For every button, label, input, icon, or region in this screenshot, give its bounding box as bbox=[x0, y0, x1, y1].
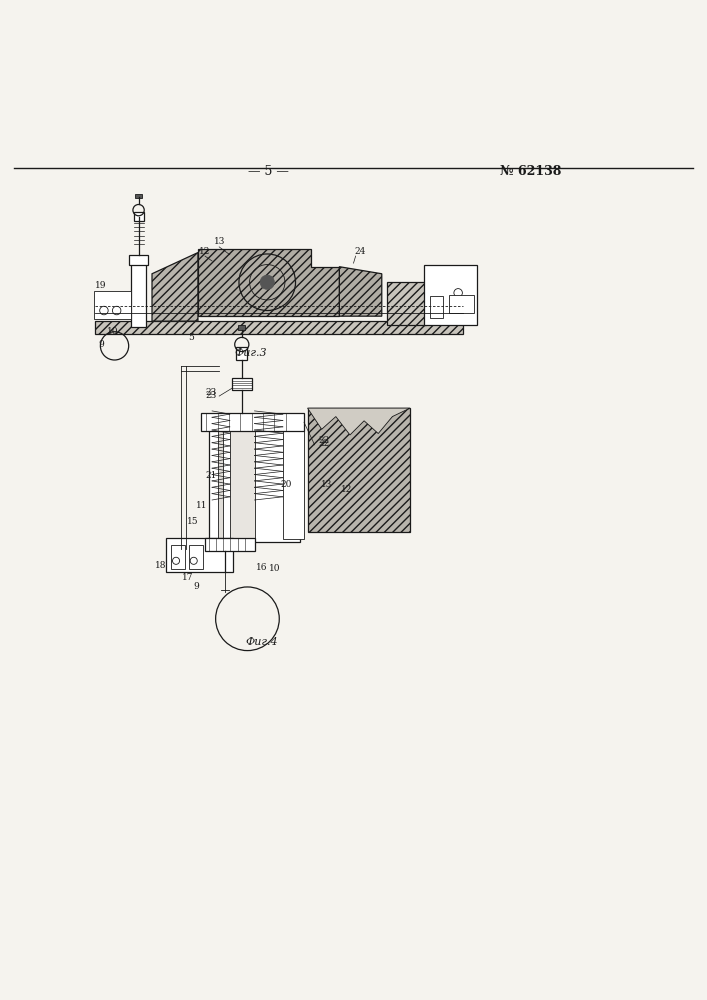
Circle shape bbox=[260, 275, 274, 289]
Bar bbox=[129, 255, 148, 265]
Text: 12: 12 bbox=[199, 247, 211, 256]
Bar bbox=[238, 325, 245, 330]
Bar bbox=[230, 422, 255, 539]
Text: 5: 5 bbox=[188, 333, 194, 342]
Text: Фиг.3: Фиг.3 bbox=[235, 348, 267, 358]
Text: 10: 10 bbox=[107, 327, 119, 336]
Text: 23: 23 bbox=[205, 388, 216, 397]
Text: 9: 9 bbox=[194, 582, 199, 591]
Bar bbox=[201, 413, 304, 431]
Text: 20: 20 bbox=[280, 480, 291, 489]
Text: Фиг.4: Фиг.4 bbox=[245, 637, 278, 647]
Text: 16: 16 bbox=[256, 563, 267, 572]
Bar bbox=[209, 422, 300, 542]
Polygon shape bbox=[95, 321, 463, 334]
Text: 18: 18 bbox=[156, 561, 167, 570]
Polygon shape bbox=[308, 408, 410, 435]
Polygon shape bbox=[152, 253, 198, 321]
Bar bbox=[236, 347, 247, 360]
Bar bbox=[135, 194, 142, 198]
Text: 22: 22 bbox=[318, 436, 329, 445]
Text: № 62138: № 62138 bbox=[500, 165, 561, 178]
Bar bbox=[189, 545, 203, 569]
Bar bbox=[94, 291, 131, 319]
Bar bbox=[232, 378, 252, 390]
Bar bbox=[387, 282, 426, 325]
Text: 22: 22 bbox=[318, 439, 329, 448]
Text: 15: 15 bbox=[187, 517, 198, 526]
Text: 12: 12 bbox=[341, 485, 352, 494]
Bar bbox=[218, 429, 223, 542]
Text: 17: 17 bbox=[182, 573, 193, 582]
Text: 11: 11 bbox=[196, 501, 207, 510]
Bar bbox=[424, 265, 477, 325]
Text: 24: 24 bbox=[355, 247, 366, 256]
Polygon shape bbox=[339, 267, 382, 316]
Bar bbox=[171, 545, 185, 569]
Text: 13: 13 bbox=[321, 480, 332, 489]
Text: 13: 13 bbox=[214, 237, 225, 246]
Bar bbox=[449, 295, 474, 313]
Bar bbox=[283, 422, 304, 539]
Text: — 5 —: — 5 — bbox=[248, 165, 289, 178]
Text: 21: 21 bbox=[205, 471, 216, 480]
Polygon shape bbox=[198, 249, 339, 316]
Text: 23: 23 bbox=[205, 391, 216, 400]
Polygon shape bbox=[308, 408, 410, 532]
Bar bbox=[131, 263, 146, 327]
Bar bbox=[166, 538, 233, 572]
Bar bbox=[205, 538, 255, 551]
Text: 10: 10 bbox=[269, 564, 280, 573]
Bar bbox=[134, 212, 144, 221]
Bar bbox=[430, 296, 443, 318]
Text: 9: 9 bbox=[98, 340, 104, 349]
Text: 19: 19 bbox=[95, 281, 107, 290]
